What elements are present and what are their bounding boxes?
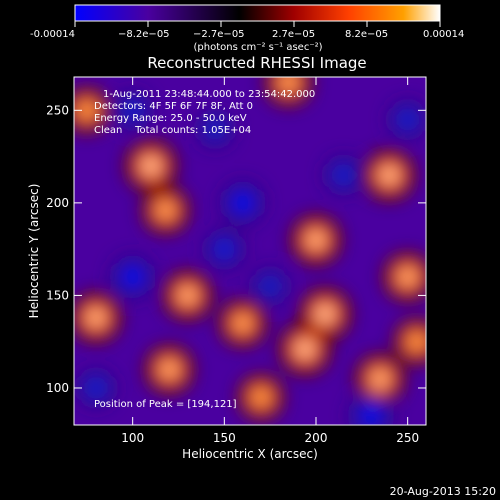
negative-residual-blob <box>123 267 142 286</box>
positive-source-blob <box>384 170 395 180</box>
positive-source-blob <box>403 273 412 281</box>
colorbar-tick-label: 0.00014 <box>423 29 464 40</box>
positive-source-blob <box>165 365 174 374</box>
annotation-clean-counts: Clean Total counts: 1.05E+04 <box>94 125 251 136</box>
positive-source-blob <box>258 394 264 400</box>
positive-source-blob <box>162 207 169 214</box>
positive-source-blob <box>300 344 310 355</box>
positive-source-blob <box>91 313 101 323</box>
y-tick-label: 250 <box>46 103 69 117</box>
plot-frame <box>73 76 427 426</box>
chart-title: Reconstructed RHESSI Image <box>147 54 366 72</box>
annotation-detectors: Detectors: 4F 5F 6F 7F 8F, Att 0 <box>94 101 253 112</box>
y-axis: 100 150 200 250 <box>46 103 426 395</box>
negative-residual-blob <box>338 170 349 180</box>
annotation-energy-range: Energy Range: 25.0 - 50.0 keV <box>94 113 247 124</box>
positive-source-blob <box>311 235 321 245</box>
x-axis: 100 150 200 250 <box>121 77 419 445</box>
positive-source-blob <box>146 160 156 171</box>
x-tick-label: 200 <box>305 431 328 445</box>
x-tick-label: 100 <box>121 431 144 445</box>
negative-residual-blob <box>91 383 101 393</box>
x-tick-label: 150 <box>213 431 236 445</box>
colorbar-tick-label: 2.7e−05 <box>272 29 315 40</box>
positive-source-blob <box>376 374 385 383</box>
negative-residual-blob <box>127 105 138 116</box>
y-axis-label: Heliocentric Y (arcsec) <box>27 184 41 319</box>
y-tick-label: 100 <box>46 381 69 395</box>
colorbar-tick-label: -0.00014 <box>30 29 75 40</box>
colorbar-tick-label: −2.7e−05 <box>193 29 245 40</box>
positive-source-blob <box>320 308 331 319</box>
x-tick-label: 250 <box>396 431 419 445</box>
heatmap-image <box>74 77 426 425</box>
x-axis-label: Heliocentric X (arcsec) <box>182 447 318 461</box>
colorbar-unit-label: (photons cm⁻² s⁻¹ asec⁻²) <box>193 42 322 53</box>
positive-source-blob <box>183 291 192 300</box>
colorbar-tick-label: 8.2e−05 <box>345 29 388 40</box>
positive-source-blob <box>285 79 292 86</box>
negative-residual-blob <box>362 406 380 425</box>
annotation-peak-position: Position of Peak = [194,121] <box>94 399 237 410</box>
annotation-block: 1-Aug-2011 23:48:44.000 to 23:54:42.000 … <box>94 89 315 410</box>
y-tick-label: 150 <box>46 288 69 302</box>
y-tick-label: 200 <box>46 196 69 210</box>
positive-source-blob <box>414 339 420 345</box>
negative-residual-blob <box>218 243 231 255</box>
colorbar: -0.00014 −8.2e−05 −2.7e−05 2.7e−05 8.2e−… <box>30 4 464 53</box>
positive-source-blob <box>84 107 90 113</box>
colorbar-gradient <box>74 4 441 22</box>
annotation-time-range: 1-Aug-2011 23:48:44.000 to 23:54:42.000 <box>103 89 315 100</box>
colorbar-tick-label: −8.2e−05 <box>118 29 170 40</box>
footer-timestamp: 20-Aug-2013 15:20 <box>390 485 496 498</box>
negative-residual-blob <box>266 282 274 290</box>
negative-residual-blob <box>402 114 413 125</box>
positive-source-blob <box>239 320 246 327</box>
negative-residual-blob <box>211 125 219 133</box>
negative-residual-blob <box>233 193 252 212</box>
